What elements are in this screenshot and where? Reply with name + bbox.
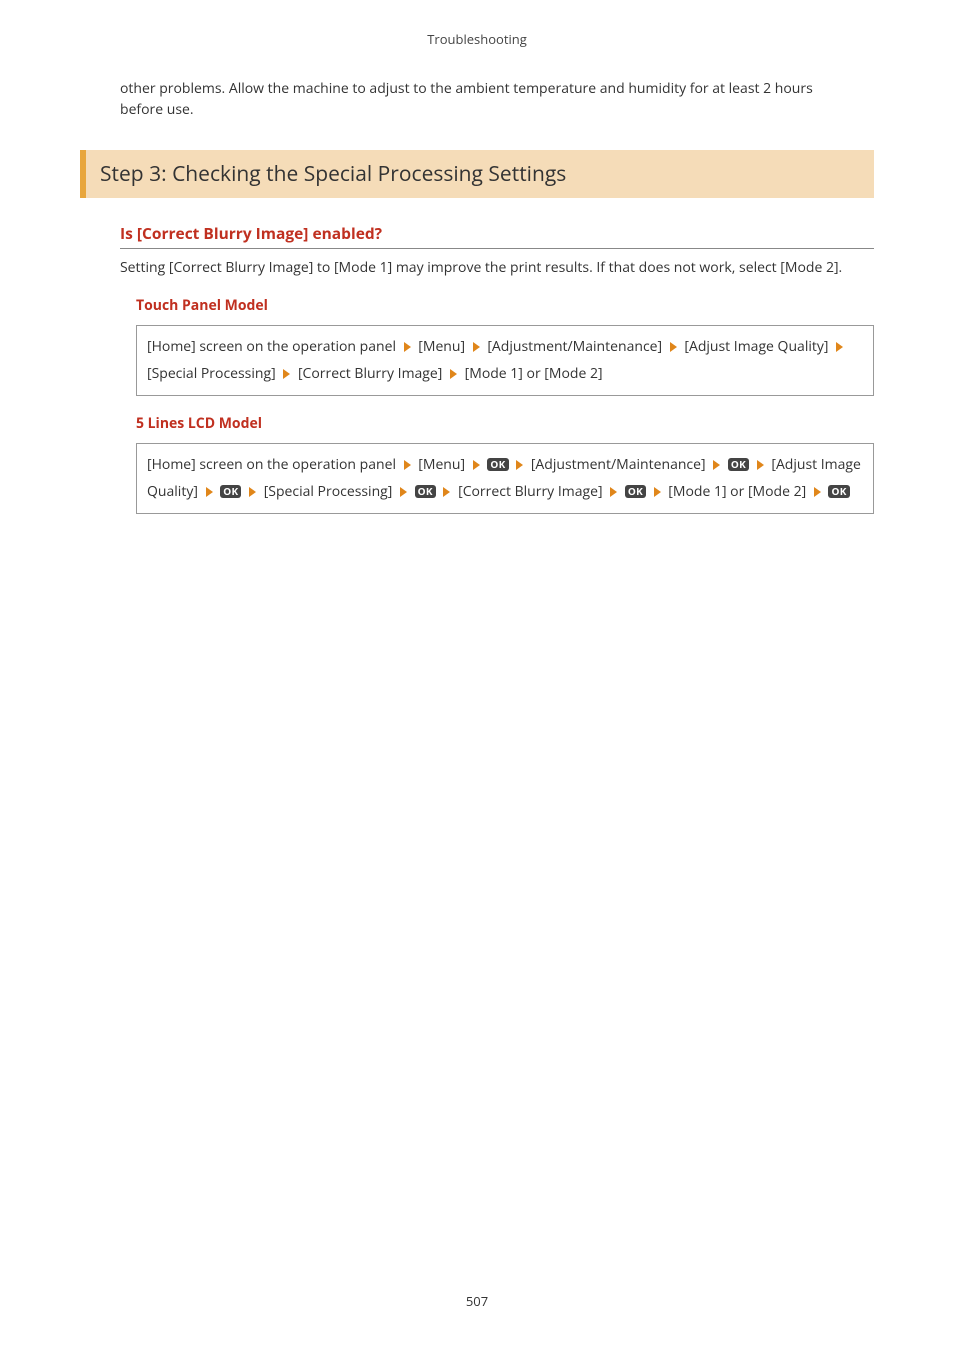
nav-step: [Special Processing] <box>264 482 393 501</box>
touch-nav-box: [Home] screen on the operation panel [Me… <box>136 325 874 396</box>
nav-step: [Special Processing] <box>147 364 276 383</box>
page-header: Troubleshooting <box>80 30 874 48</box>
arrow-icon <box>654 487 661 497</box>
nav-step: [Menu] <box>418 337 465 356</box>
lcd-nav-box: [Home] screen on the operation panel [Me… <box>136 443 874 514</box>
ok-icon: OK <box>415 485 436 498</box>
nav-step: [Mode 1] or [Mode 2] <box>668 482 806 501</box>
arrow-icon <box>814 487 821 497</box>
step-heading: Step 3: Checking the Special Processing … <box>80 150 874 198</box>
arrow-icon <box>443 487 450 497</box>
intro-paragraph: other problems. Allow the machine to adj… <box>120 78 834 120</box>
nav-step: [Adjustment/Maintenance] <box>487 337 662 356</box>
arrow-icon <box>450 369 457 379</box>
arrow-icon <box>473 460 480 470</box>
page: Troubleshooting other problems. Allow th… <box>0 0 954 1350</box>
nav-step: [Home] screen on the operation panel <box>147 455 396 474</box>
nav-step: [Correct Blurry Image] <box>458 482 602 501</box>
nav-step: [Correct Blurry Image] <box>298 364 442 383</box>
arrow-icon <box>249 487 256 497</box>
nav-step: [Menu] <box>418 455 465 474</box>
arrow-icon <box>283 369 290 379</box>
arrow-icon <box>610 487 617 497</box>
nav-step: [Adjust Image Quality] <box>684 337 828 356</box>
nav-step: [Mode 1] or [Mode 2] <box>465 364 603 383</box>
question-heading: Is [Correct Blurry Image] enabled? <box>120 222 874 249</box>
nav-step: [Home] screen on the operation panel <box>147 337 396 356</box>
arrow-icon <box>757 460 764 470</box>
ok-icon: OK <box>828 485 849 498</box>
arrow-icon <box>713 460 720 470</box>
arrow-icon <box>836 342 843 352</box>
arrow-icon <box>670 342 677 352</box>
ok-icon: OK <box>487 458 508 471</box>
page-number: 507 <box>0 1292 954 1310</box>
arrow-icon <box>473 342 480 352</box>
ok-icon: OK <box>220 485 241 498</box>
arrow-icon <box>404 342 411 352</box>
nav-step: [Adjustment/Maintenance] <box>531 455 706 474</box>
lcd-model-label: 5 Lines LCD Model <box>136 414 874 433</box>
arrow-icon <box>516 460 523 470</box>
touch-panel-label: Touch Panel Model <box>136 296 874 315</box>
arrow-icon <box>206 487 213 497</box>
content-block: Is [Correct Blurry Image] enabled? Setti… <box>120 222 874 514</box>
ok-icon: OK <box>728 458 749 471</box>
arrow-icon <box>404 460 411 470</box>
answer-text: Setting [Correct Blurry Image] to [Mode … <box>120 257 874 278</box>
ok-icon: OK <box>625 485 646 498</box>
arrow-icon <box>400 487 407 497</box>
